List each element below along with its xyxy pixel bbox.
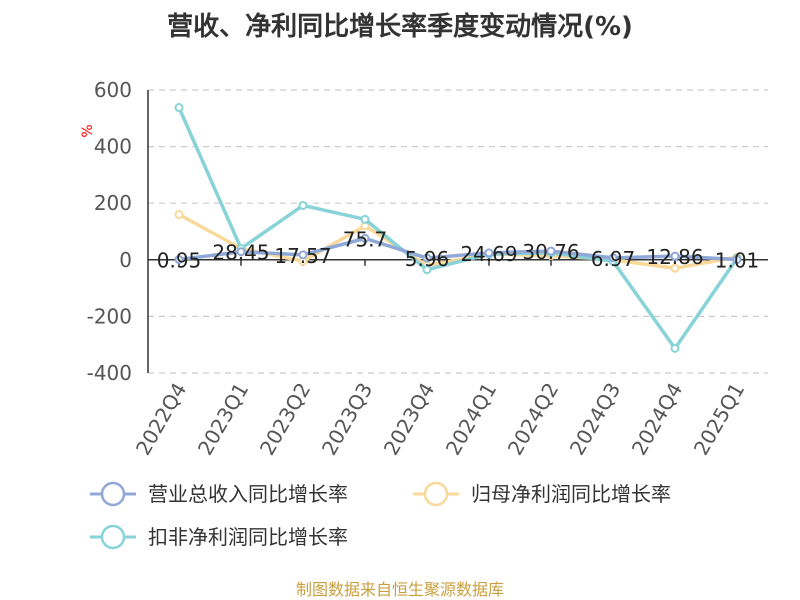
legend-item[interactable]: 扣非净利润同比增长率 (90, 524, 348, 550)
series-line-2 (177, 106, 739, 351)
data-label: 17.57 (274, 244, 331, 268)
data-point (360, 233, 370, 243)
x-tick-label: 2023Q3 (317, 379, 377, 460)
axes (147, 90, 768, 373)
chart-title: 营收、净利同比增长率季度变动情况(%) (167, 11, 633, 42)
x-tick-label: 2023Q2 (255, 379, 315, 460)
y-tick-label: 200 (94, 191, 132, 215)
data-label: 0.95 (157, 249, 202, 273)
data-point (670, 343, 680, 353)
data-label: 1.01 (715, 249, 760, 273)
legend-marker (423, 481, 449, 507)
data-label: 6.97 (591, 247, 636, 271)
data-point (608, 253, 618, 263)
data-label: 28.45 (212, 241, 269, 265)
data-labels: 0.95 28.45 17.57 75.7 5.96 24.69 30.76 6.97 12.8… (157, 227, 760, 272)
data-point (484, 248, 494, 258)
series-line-0 (178, 236, 738, 262)
data-point (422, 253, 432, 263)
y-axis-unit: % (80, 124, 96, 137)
legend-marker (100, 524, 126, 550)
data-point (298, 200, 308, 210)
series-lines (174, 103, 742, 353)
y-axis-ticks: 600 400 200 0 -200 -400 (87, 78, 132, 385)
data-point (670, 251, 680, 261)
x-axis-ticks: 2022Q4 2023Q1 2023Q2 2023Q3 2023Q4 2024Q1 2024… (131, 259, 749, 460)
data-point (360, 214, 370, 224)
legend-label: 营业总收入同比增长率 (148, 482, 348, 506)
data-label: 75.7 (343, 227, 388, 251)
legend-item[interactable]: 归母净利润同比增长率 (413, 481, 671, 507)
y-tick-label: 600 (94, 78, 132, 102)
y-tick-label: -200 (87, 304, 132, 328)
data-label: 12.86 (646, 245, 703, 269)
data-label: 24.69 (460, 242, 517, 266)
data-point (174, 255, 184, 265)
data-point (670, 263, 680, 273)
data-point (546, 246, 556, 256)
legend-label: 归母净利润同比增长率 (471, 482, 671, 506)
y-tick-label: 0 (119, 248, 132, 272)
gridlines (148, 89, 768, 374)
x-tick-label: 2025Q1 (689, 379, 749, 460)
y-tick-label: 400 (94, 135, 132, 159)
data-label: 30.76 (522, 240, 579, 264)
x-tick-label: 2022Q4 (131, 379, 191, 460)
x-tick-label: 2024Q4 (627, 379, 687, 460)
data-point (236, 247, 246, 257)
legend-marker (100, 481, 126, 507)
data-point (174, 103, 184, 113)
data-point (732, 255, 742, 265)
legend-item[interactable]: 营业总收入同比增长率 (90, 481, 348, 507)
x-tick-label: 2023Q1 (193, 379, 253, 460)
data-point (422, 265, 432, 275)
data-point (174, 210, 184, 220)
source-note: 制图数据来自恒生聚源数据库 (296, 580, 504, 599)
data-point (298, 250, 308, 260)
x-tick-label: 2024Q2 (503, 379, 563, 460)
legend-label: 扣非净利润同比增长率 (148, 525, 348, 549)
x-tick-label: 2024Q1 (441, 379, 501, 460)
data-label: 5.96 (405, 247, 450, 271)
y-tick-label: -400 (87, 361, 132, 385)
x-tick-label: 2023Q4 (379, 379, 439, 460)
x-tick-label: 2024Q3 (565, 379, 625, 460)
